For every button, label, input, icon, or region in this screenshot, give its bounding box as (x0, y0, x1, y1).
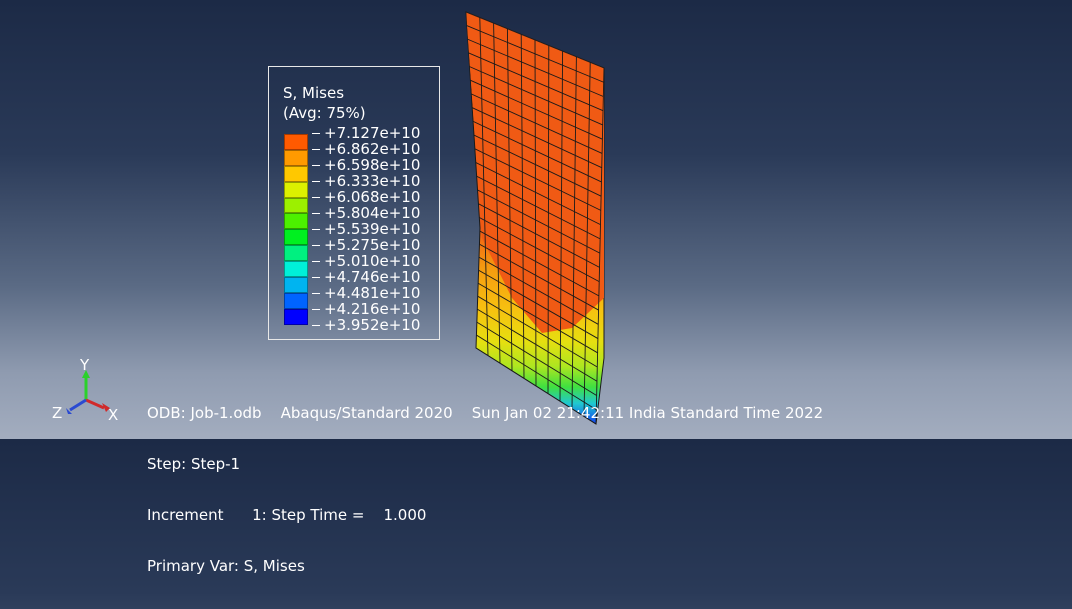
legend-swatch (284, 165, 308, 182)
legend-title: S, Mises (283, 84, 345, 102)
legend-swatch (284, 181, 308, 198)
step-info-line: Step: Step-1 (147, 455, 241, 473)
mesh-line (506, 28, 513, 371)
mesh-line (473, 280, 598, 354)
mesh-line (583, 62, 591, 417)
legend-value-label: +4.481e+10 (312, 285, 420, 301)
mesh-line (471, 213, 600, 282)
increment-info-line: Increment 1: Step Time = 1.000 (147, 506, 427, 524)
legend-swatch (284, 197, 308, 214)
mesh-line (469, 119, 602, 183)
mesh-line (595, 67, 604, 424)
legend-value-label: +4.216e+10 (312, 301, 420, 317)
mesh-line (466, 12, 604, 69)
mesh-line (467, 51, 604, 112)
z-axis-label: Z (52, 404, 63, 422)
legend-value-label: +5.804e+10 (312, 205, 420, 221)
mesh-line (547, 45, 550, 394)
legend-value-labels: +7.127e+10 +6.862e+10 +6.598e+10 +6.333e+10… (312, 125, 420, 333)
mesh-line (467, 78, 603, 140)
legend-value-label: +5.539e+10 (312, 221, 420, 237)
mesh-line (468, 105, 602, 169)
mesh-line (466, 25, 604, 83)
mesh-line (472, 253, 599, 325)
viewport[interactable]: S, Mises (Avg: 75%) +7.127e+10 +6.862e+10… (0, 0, 1072, 575)
mesh-line (473, 266, 599, 339)
legend-swatch (284, 149, 308, 166)
legend-value-label: +6.333e+10 (312, 173, 420, 189)
mesh-line (470, 186, 601, 254)
legend-swatch (284, 261, 308, 278)
mesh-line (474, 320, 597, 396)
legend-swatch (284, 277, 308, 293)
mesh-line (469, 145, 601, 211)
legend-swatch (284, 134, 308, 150)
contour-legend: S, Mises (Avg: 75%) +7.127e+10 +6.862e+10… (268, 66, 440, 340)
viewport-info-block: ODB: Job-1.odb Abaqus/Standard 2020 Sun … (147, 371, 823, 609)
legend-subtitle: (Avg: 75%) (283, 104, 366, 122)
legend-value-label: +3.952e+10 (312, 317, 420, 333)
legend-swatch (284, 213, 308, 230)
mesh-line (470, 159, 601, 226)
mesh-line (472, 226, 600, 297)
legend-swatch (284, 308, 308, 325)
legend-swatch (284, 245, 308, 262)
legend-value-label: +6.598e+10 (312, 157, 420, 173)
legend-value-label: +5.275e+10 (312, 237, 420, 253)
mesh-line (468, 92, 603, 154)
legend-value-label: +4.746e+10 (312, 269, 420, 285)
mesh-line (474, 307, 598, 382)
mesh-line (520, 34, 525, 379)
legend-color-bar (284, 134, 308, 325)
deformed-plate-mesh[interactable] (462, 8, 622, 433)
mesh-line (474, 293, 598, 368)
mesh-line (479, 17, 489, 356)
legend-value-label: +6.862e+10 (312, 141, 420, 157)
legend-swatch (284, 229, 308, 246)
mesh-line (493, 23, 501, 364)
y-axis-label: Y (80, 356, 90, 374)
x-axis-label: X (108, 406, 119, 424)
odb-info-line: ODB: Job-1.odb Abaqus/Standard 2020 Sun … (147, 404, 824, 422)
mesh-line (471, 199, 600, 268)
primary-var-line: Primary Var: S, Mises (147, 557, 305, 575)
mesh-line (475, 334, 597, 411)
mesh-line (559, 51, 564, 402)
legend-swatch (284, 292, 308, 309)
legend-value-label: +5.010e+10 (312, 253, 420, 269)
mesh-line (466, 38, 604, 97)
legend-value-label: +7.127e+10 (312, 125, 420, 141)
mesh-line (470, 172, 601, 240)
mesh-line (534, 39, 537, 387)
mesh-line (467, 65, 603, 126)
mesh-line (571, 56, 577, 409)
mesh-line (469, 132, 602, 197)
coordinate-triad: Y X Z (46, 356, 126, 428)
mesh-line (472, 240, 599, 311)
legend-value-label: +6.068e+10 (312, 189, 420, 205)
